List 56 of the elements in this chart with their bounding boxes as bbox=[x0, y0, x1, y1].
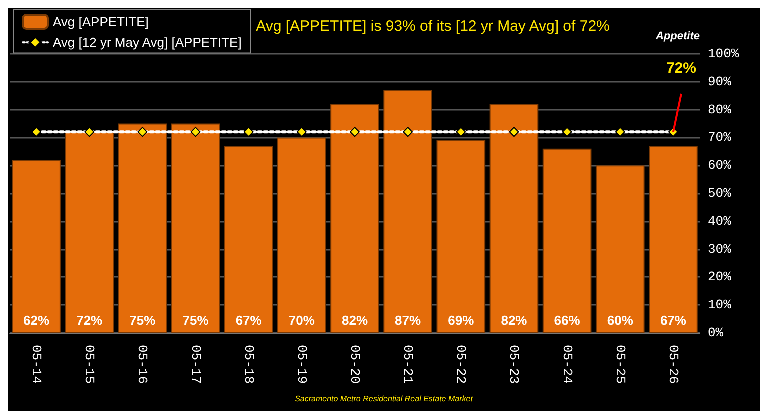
x-tick-label: 05-22 bbox=[454, 345, 469, 384]
y-tick-label: 20% bbox=[708, 270, 732, 285]
y-tick-label: 80% bbox=[708, 102, 732, 118]
data-label: 75% bbox=[182, 313, 210, 328]
x-tick-label: 05-26 bbox=[666, 345, 681, 384]
data-label: 67% bbox=[236, 313, 262, 328]
y-axis-title: Appetite bbox=[655, 30, 700, 42]
y-tick-label: 30% bbox=[708, 242, 732, 257]
x-tick-label: 05-17 bbox=[188, 345, 204, 384]
y-tick-label: 60% bbox=[708, 158, 732, 174]
bar bbox=[649, 146, 698, 333]
x-tick-label: 05-14 bbox=[29, 345, 44, 384]
x-tick-label: 05-18 bbox=[241, 345, 256, 384]
x-tick-label: 05-15 bbox=[82, 345, 98, 384]
chart-title: Avg [APPETITE] is 93% of its [12 yr May Avg] of 72% bbox=[256, 18, 610, 35]
bar bbox=[278, 138, 326, 333]
data-label: 82% bbox=[342, 313, 368, 328]
bar bbox=[384, 90, 432, 333]
bar bbox=[12, 160, 61, 333]
bar bbox=[224, 146, 274, 333]
y-tick-label: 90% bbox=[708, 74, 732, 90]
text: Sacramento Metro Residential Real Estate Market bbox=[295, 394, 474, 404]
data-label: 87% bbox=[395, 313, 422, 328]
bar bbox=[596, 166, 645, 333]
data-label: 66% bbox=[554, 313, 581, 328]
x-tick-label: 05-19 bbox=[294, 345, 310, 384]
bar bbox=[118, 124, 168, 333]
y-tick-label: 50% bbox=[708, 186, 732, 201]
data-label: 69% bbox=[448, 313, 475, 328]
y-tick-label: 40% bbox=[708, 214, 732, 229]
bar bbox=[65, 132, 114, 333]
data-label: 82% bbox=[501, 313, 528, 328]
data-label: 67% bbox=[660, 313, 687, 328]
legend-label: Avg [APPETITE] bbox=[53, 14, 149, 30]
legend-label: Avg [12 yr May Avg] [APPETITE] bbox=[53, 35, 242, 50]
x-tick-label: 05-20 bbox=[348, 345, 362, 384]
data-label: 62% bbox=[24, 313, 50, 328]
data-label: 72% bbox=[76, 313, 104, 328]
y-tick-label: 70% bbox=[708, 130, 732, 146]
bar bbox=[171, 124, 220, 333]
bar bbox=[330, 104, 380, 333]
data-label: 70% bbox=[288, 313, 316, 328]
data-label: 60% bbox=[607, 313, 634, 328]
x-tick-label: 05-23 bbox=[506, 345, 522, 384]
annotation: 72% bbox=[666, 60, 696, 77]
bar bbox=[542, 148, 592, 333]
y-tick-label: 0% bbox=[708, 326, 724, 340]
x-tick-label: 05-24 bbox=[560, 345, 575, 384]
x-tick-label: 05-25 bbox=[612, 345, 628, 384]
bar bbox=[436, 140, 486, 333]
y-tick-label: 100% bbox=[708, 46, 740, 62]
bar bbox=[490, 104, 539, 333]
x-tick-label: 05-21 bbox=[400, 345, 416, 384]
data-label: 75% bbox=[130, 313, 156, 328]
y-tick-label: 10% bbox=[708, 298, 732, 313]
x-tick-label: 05-16 bbox=[135, 345, 150, 384]
